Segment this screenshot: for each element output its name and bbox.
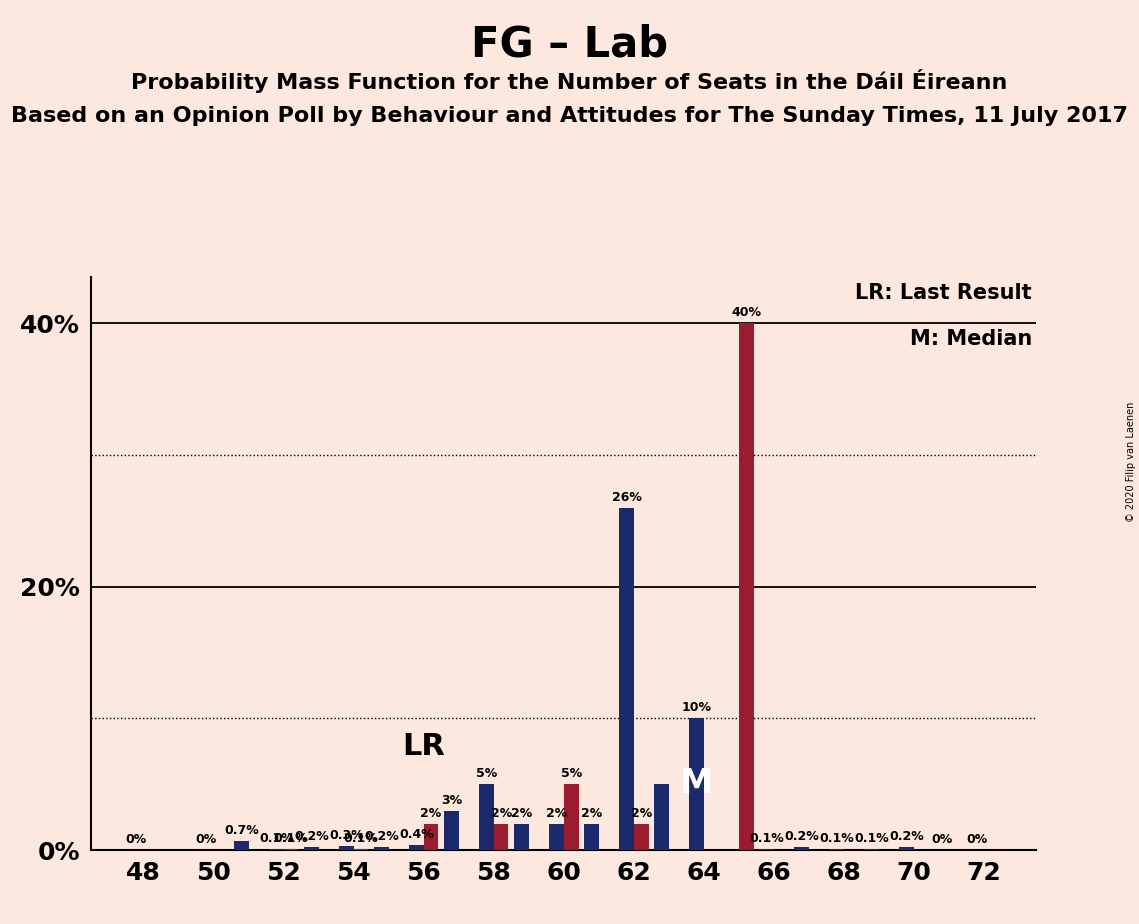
Text: 0%: 0% [966,833,988,846]
Bar [494,823,508,850]
Text: M: Median: M: Median [910,329,1032,348]
Bar [339,846,354,850]
Text: 0%: 0% [931,833,952,846]
Text: 2%: 2% [420,807,442,820]
Bar [514,823,528,850]
Bar [424,823,439,850]
Bar [284,849,298,850]
Text: 0.2%: 0.2% [890,831,924,844]
Bar [409,845,424,850]
Bar [564,784,579,850]
Text: LR: LR [402,732,445,760]
Text: 0.7%: 0.7% [224,824,259,837]
Bar [584,823,599,850]
Text: 26%: 26% [612,491,641,504]
Text: 0.4%: 0.4% [399,828,434,841]
Text: 5%: 5% [476,767,497,780]
Text: 0.1%: 0.1% [273,832,309,845]
Text: 0.2%: 0.2% [364,831,399,844]
Text: 2%: 2% [491,807,511,820]
Text: © 2020 Filip van Laenen: © 2020 Filip van Laenen [1125,402,1136,522]
Text: 0.3%: 0.3% [329,829,363,842]
Bar [865,849,879,850]
Text: 0.1%: 0.1% [854,832,888,845]
Text: 10%: 10% [681,701,712,714]
Text: 0.2%: 0.2% [784,831,819,844]
Bar [689,718,704,850]
Text: 0%: 0% [196,833,216,846]
Text: Based on an Opinion Poll by Behaviour and Attitudes for The Sunday Times, 11 Jul: Based on an Opinion Poll by Behaviour an… [11,106,1128,127]
Text: M: M [680,767,713,800]
Text: 2%: 2% [631,807,652,820]
Text: 0.2%: 0.2% [294,831,329,844]
Text: 2%: 2% [546,807,567,820]
Bar [829,849,844,850]
Bar [899,847,913,850]
Text: 2%: 2% [581,807,603,820]
Bar [374,847,388,850]
Text: 0.1%: 0.1% [819,832,854,845]
Text: FG – Lab: FG – Lab [470,23,669,65]
Bar [304,847,319,850]
Text: 2%: 2% [510,807,532,820]
Text: 3%: 3% [441,794,462,807]
Bar [760,849,773,850]
Text: 0.1%: 0.1% [749,832,784,845]
Text: LR: Last Result: LR: Last Result [855,283,1032,303]
Bar [444,810,459,850]
Bar [480,784,494,850]
Text: 0.1%: 0.1% [344,832,378,845]
Bar [233,841,248,850]
Text: 5%: 5% [560,767,582,780]
Bar [654,784,669,850]
Bar [794,847,809,850]
Bar [354,849,368,850]
Text: 0.1%: 0.1% [259,832,294,845]
Bar [269,849,284,850]
Text: 40%: 40% [731,307,761,320]
Bar [549,823,564,850]
Bar [633,823,648,850]
Bar [739,323,754,850]
Text: Probability Mass Function for the Number of Seats in the Dáil Éireann: Probability Mass Function for the Number… [131,69,1008,93]
Text: 0%: 0% [125,833,147,846]
Bar [620,507,633,850]
